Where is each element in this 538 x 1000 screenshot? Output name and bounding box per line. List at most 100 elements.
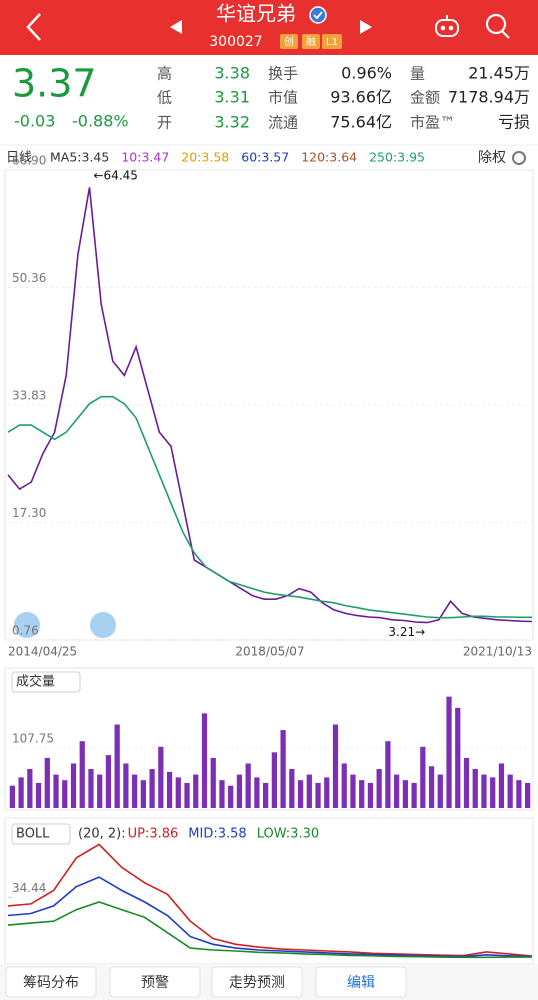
volume-bar (53, 774, 59, 808)
panel-title[interactable]: 成交量 (16, 674, 55, 690)
volume-bar (359, 780, 365, 808)
volume-bar (437, 774, 443, 808)
y-tick-label: 66.90 (12, 154, 46, 168)
ma-value: 10:3.47 (121, 150, 169, 165)
stat-value: 7178.94万 (448, 88, 530, 107)
legend-entry: UP:3.86 (128, 827, 179, 842)
stat-value: 亏损 (498, 113, 530, 132)
stat-value: 21.45万 (468, 64, 530, 83)
stat-label: 市盈™ (410, 114, 455, 132)
stat-value: 93.66亿 (330, 88, 392, 107)
tab[interactable] (109, 966, 201, 998)
volume-bar (149, 769, 155, 808)
tag-box (280, 34, 298, 49)
stat-label: 高 (157, 65, 172, 83)
volume-bar (428, 766, 435, 808)
volume-bar (394, 774, 400, 808)
volume-bar (332, 724, 339, 808)
stat-value: 3.31 (214, 88, 250, 107)
volume-bar (271, 752, 277, 808)
volume-bar (114, 724, 120, 808)
change: -0.03 (14, 112, 55, 131)
volume-bar (498, 763, 505, 808)
stat-label: 市值 (268, 89, 298, 107)
header-bar (0, 0, 538, 55)
volume-bar (254, 777, 260, 808)
adjust[interactable]: 除权 (478, 150, 506, 166)
float-button[interactable] (14, 612, 40, 638)
volume-bar (481, 774, 487, 808)
tab-label[interactable]: 筹码分布 (23, 974, 79, 991)
x-tick-label: 2021/10/13 (463, 645, 532, 659)
volume-bar (376, 769, 382, 808)
volume-bar (315, 782, 321, 808)
volume-bar (123, 763, 129, 808)
x-tick-label: 2018/05/07 (235, 645, 304, 659)
volume-bar (35, 782, 42, 808)
volume-bar (70, 763, 77, 808)
tag: L1 (326, 37, 338, 48)
annotation: 3.21→ (388, 625, 425, 639)
tab[interactable] (315, 966, 407, 998)
volume-bar (490, 777, 496, 808)
y-tick-label: 0.76 (12, 624, 39, 638)
stat-label: 流通 (268, 114, 298, 132)
tag-box (322, 34, 342, 49)
back-button[interactable] (26, 13, 41, 41)
ma-value: 60:3.57 (241, 150, 289, 165)
volume-bar (324, 777, 330, 808)
volume-bar (9, 785, 15, 808)
stat-value: 0.96% (341, 64, 392, 83)
volume-bar (175, 777, 181, 808)
price-line (7, 187, 533, 624)
stat-label: 低 (157, 89, 172, 107)
volume-bar (420, 746, 426, 808)
settings-icon[interactable] (512, 151, 526, 165)
tag: 创 (284, 35, 294, 48)
tab-label[interactable]: 编辑 (347, 975, 375, 991)
period[interactable]: 日线 (6, 151, 32, 166)
volume-bar (228, 785, 234, 808)
ma-value: 250:3.95 (369, 150, 425, 165)
y-tick-label: 17.30 (12, 506, 46, 520)
robot-icon[interactable] (435, 15, 459, 37)
ma-value: 120:3.64 (301, 150, 357, 165)
volume-selector[interactable] (11, 671, 81, 693)
volume-bar (341, 763, 347, 808)
verified-check (313, 11, 323, 20)
panel-title[interactable]: BOLL (16, 827, 50, 842)
tab-label[interactable]: 走势预测 (229, 975, 285, 991)
volume-bar (245, 763, 251, 808)
stat-label: 开 (157, 114, 172, 132)
volume-bar (402, 780, 408, 808)
volume-bar (210, 757, 216, 808)
volume-bar (455, 707, 461, 808)
price-line (7, 843, 533, 957)
float-button[interactable] (90, 612, 116, 638)
volume-bar (472, 769, 478, 808)
stock-name: 华谊兄弟 (216, 2, 296, 26)
stat-label: 换手 (268, 65, 298, 83)
boll-selector[interactable] (11, 823, 71, 845)
volume-bar (44, 757, 50, 808)
volume-bar (184, 782, 190, 808)
ma-value: 20:3.58 (181, 150, 229, 165)
y-tick-label: 34.44 (12, 881, 46, 895)
search-icon[interactable] (485, 13, 510, 39)
tab[interactable] (5, 966, 97, 998)
tag: 融 (306, 36, 316, 48)
stat-label: 金额 (410, 89, 440, 107)
volume-bar (166, 771, 173, 808)
volume-bar (263, 782, 269, 808)
stat-value: 75.64亿 (330, 113, 392, 132)
prev-button[interactable] (170, 20, 182, 34)
volume-bar (105, 755, 112, 808)
tab[interactable] (211, 966, 303, 998)
volume-bar (27, 769, 33, 808)
next-button[interactable] (360, 20, 372, 34)
legend-entry: LOW:3.30 (257, 827, 319, 842)
stat-value: 3.38 (214, 64, 250, 83)
tab-label[interactable]: 预警 (141, 975, 169, 991)
stat-label: 量 (410, 65, 425, 83)
volume-bar (193, 774, 199, 808)
